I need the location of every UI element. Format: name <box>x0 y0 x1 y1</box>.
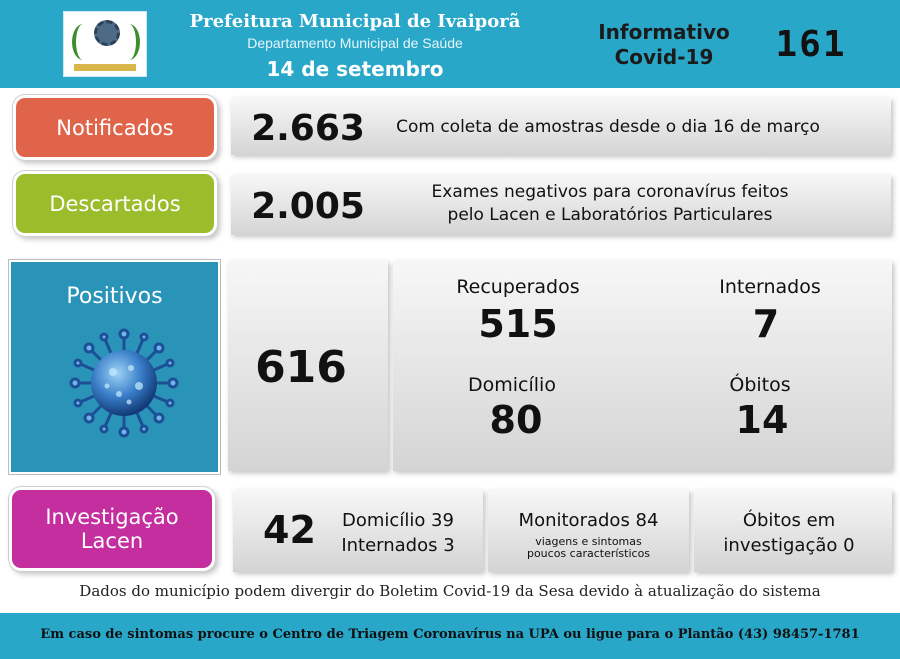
descartados-badge: Descartados <box>13 171 217 236</box>
header-banner: Prefeitura Municipal de Ivaiporã Departa… <box>0 0 900 88</box>
municipal-logo <box>63 11 147 77</box>
department-subtitle: Departamento Municipal de Saúde <box>247 35 463 51</box>
positivos-total-box <box>228 261 388 471</box>
investigacao-cases-box <box>233 490 483 572</box>
monitorados-note-line2: poucos característicos <box>526 547 651 560</box>
monitorados-count: Monitorados 84 <box>518 510 659 531</box>
bulletin-label: Informativo Covid-19 <box>585 20 743 74</box>
bulletin-label-line2: Covid-19 <box>614 45 714 69</box>
recuperados-value: 515 <box>478 302 558 346</box>
investigacao-badge: Investigação Lacen <box>9 487 215 571</box>
bulletin-number: 161 <box>775 24 847 65</box>
logo-leaf-left <box>72 24 94 60</box>
coronavirus-icon <box>69 328 179 438</box>
obitos-value: 14 <box>735 398 789 442</box>
internados-label: Internados <box>719 276 821 298</box>
positivos-value: 616 <box>255 342 347 393</box>
recuperados-label: Recuperados <box>456 276 580 298</box>
investigacao-domicilio: Domicílio 39 <box>342 510 454 531</box>
obitos-investigacao-box <box>694 490 892 572</box>
positivos-panel: Positivos <box>9 260 220 474</box>
investigacao-label-line2: Lacen <box>80 529 144 553</box>
descartados-value: 2.005 <box>251 186 365 227</box>
descartados-label: Descartados <box>49 191 181 216</box>
descartados-row <box>231 175 891 235</box>
notificados-value: 2.663 <box>251 108 365 149</box>
obitos-investigacao-line1: Óbitos em <box>742 510 836 531</box>
domicilio-label: Domicílio <box>468 374 556 396</box>
notificados-label: Notificados <box>56 115 174 140</box>
descartados-description-line2: pelo Lacen e Laboratórios Particulares <box>447 205 773 225</box>
notificados-row <box>231 98 891 155</box>
monitorados-note-line1: viagens e sintomas <box>535 535 642 548</box>
bulletin-label-line1: Informativo <box>598 20 730 44</box>
data-disclaimer: Dados do município podem divergir do Bol… <box>79 582 821 600</box>
positivos-breakdown-box <box>393 261 892 471</box>
footer-banner: Em caso de sintomas procure o Centro de … <box>0 613 900 659</box>
gear-icon <box>94 20 120 46</box>
investigacao-value: 42 <box>263 508 316 552</box>
notificados-description: Com coleta de amostras desde o dia 16 de… <box>396 117 820 137</box>
internados-value: 7 <box>752 302 780 346</box>
descartados-description-line1: Exames negativos para coronavírus feitos <box>431 182 789 202</box>
domicilio-value: 80 <box>489 398 543 442</box>
logo-leaf-right <box>118 24 140 60</box>
investigacao-internados: Internados 3 <box>341 535 455 556</box>
investigacao-label-line1: Investigação <box>45 505 179 529</box>
notificados-badge: Notificados <box>13 95 217 160</box>
footer-contact-text: Em caso de sintomas procure o Centro de … <box>40 627 860 642</box>
positivos-label: Positivos <box>66 284 163 309</box>
obitos-label: Óbitos <box>729 374 791 396</box>
logo-ribbon <box>74 64 136 71</box>
bulletin-date: 14 de setembro <box>266 57 444 81</box>
municipality-title: Prefeitura Municipal de Ivaiporã <box>189 11 521 32</box>
obitos-investigacao-line2: investigação 0 <box>723 535 855 556</box>
monitorados-box <box>488 490 689 572</box>
